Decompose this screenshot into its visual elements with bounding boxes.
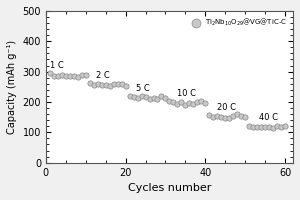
Point [183, 103, 188, 106]
Y-axis label: Capacity (mAh g⁻¹): Capacity (mAh g⁻¹) [7, 40, 17, 134]
Point [147, 97, 152, 100]
Point [135, 96, 140, 99]
Point [91, 83, 96, 86]
Point [143, 96, 148, 99]
Point [235, 113, 240, 116]
Text: 2 C: 2 C [96, 71, 110, 80]
Point [115, 83, 120, 86]
Point [263, 125, 268, 129]
Point [167, 100, 172, 103]
Point [203, 102, 208, 105]
Point [103, 83, 108, 86]
Point [79, 73, 84, 76]
Point [179, 101, 184, 104]
Point [63, 75, 68, 78]
Point [83, 73, 88, 77]
Point [56, 74, 60, 77]
Point [123, 84, 128, 87]
Point [255, 125, 260, 128]
Point [59, 74, 64, 77]
Text: 10 C: 10 C [177, 89, 196, 98]
Point [87, 81, 92, 84]
Point [75, 76, 80, 79]
Text: 40 C: 40 C [259, 113, 278, 122]
Point [68, 74, 72, 77]
Point [111, 82, 116, 85]
Point [163, 96, 168, 99]
Point [247, 124, 252, 127]
Point [159, 95, 164, 98]
Text: 1 C: 1 C [50, 61, 64, 70]
Point [175, 103, 180, 106]
Point [283, 124, 287, 127]
Point [215, 114, 220, 118]
Point [207, 114, 212, 117]
Point [139, 94, 144, 97]
Point [71, 74, 76, 77]
Text: 20 C: 20 C [217, 103, 236, 112]
Point [127, 94, 132, 97]
Point [131, 96, 136, 99]
Point [195, 100, 200, 103]
Point [95, 82, 100, 86]
Point [191, 102, 196, 106]
Point [99, 83, 104, 86]
Point [211, 115, 216, 118]
Point [227, 117, 232, 120]
Point [223, 116, 228, 120]
Legend: Ti$_2$Nb$_{10}$O$_{29}$@VG@TiC-C: Ti$_2$Nb$_{10}$O$_{29}$@VG@TiC-C [188, 14, 290, 30]
Text: 5 C: 5 C [136, 84, 149, 93]
Point [47, 72, 52, 75]
Point [279, 125, 283, 129]
Point [219, 116, 224, 119]
Point [107, 84, 112, 87]
Point [119, 83, 124, 86]
Point [199, 100, 204, 103]
Point [51, 74, 56, 78]
Point [171, 100, 176, 103]
Point [155, 98, 160, 101]
Point [243, 115, 248, 119]
X-axis label: Cycles number: Cycles number [128, 183, 211, 193]
Point [275, 125, 280, 128]
Point [271, 127, 275, 130]
Point [187, 102, 192, 105]
Point [231, 115, 236, 118]
Point [251, 125, 256, 128]
Point [267, 126, 272, 129]
Point [151, 96, 156, 99]
Point [259, 125, 264, 128]
Point [239, 115, 244, 118]
